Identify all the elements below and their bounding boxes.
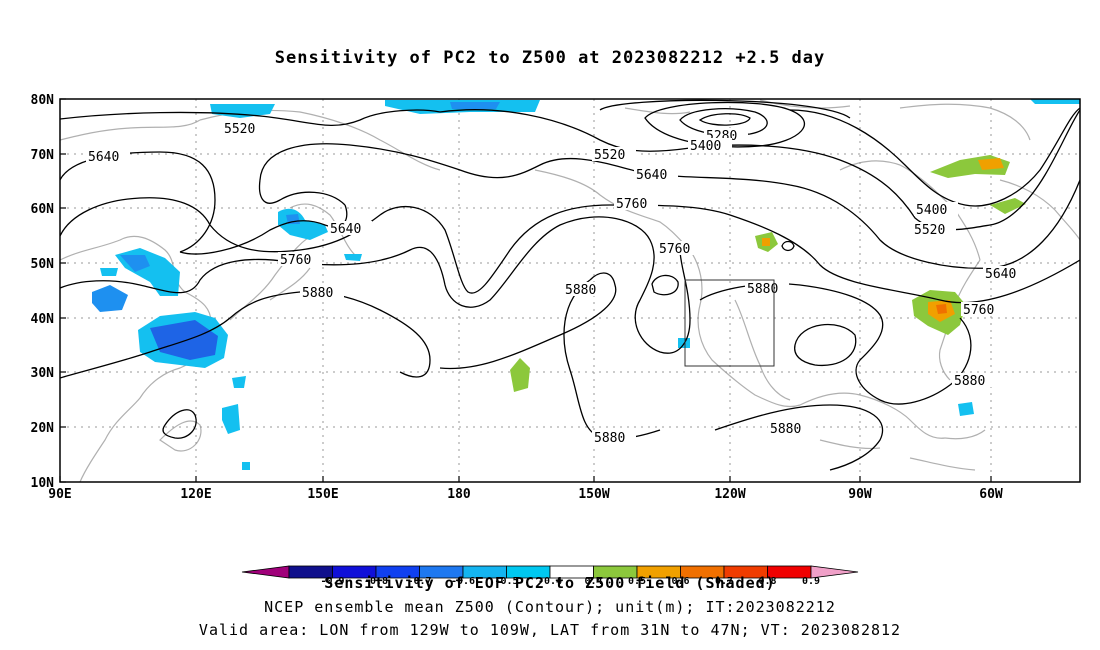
neg-region-kamchatka bbox=[278, 208, 328, 240]
colorbar-tick-label: 0.8 bbox=[758, 576, 776, 587]
latitude-labels: 80N 70N 60N 50N 40N 30N 20N 10N bbox=[31, 93, 55, 491]
contour-5400-east bbox=[789, 107, 1080, 207]
contour-5520-inner bbox=[599, 99, 851, 119]
neg-region-china-1-core bbox=[120, 255, 150, 272]
valid-area-box bbox=[684, 279, 775, 367]
contour-5880-closed bbox=[794, 323, 857, 367]
contour-5520-arctic bbox=[60, 109, 441, 127]
colorbar-tick-label: -0.4 bbox=[538, 576, 562, 587]
lon-label: 90E bbox=[48, 487, 71, 502]
colorbar-tick-label: -0.7 bbox=[407, 576, 431, 587]
colorbar-tick-label: -0.6 bbox=[451, 576, 475, 587]
contour-label-5880-b: 5880 bbox=[565, 283, 596, 298]
colorbar-tick-label: 0.5 bbox=[628, 576, 646, 587]
colorbar-tick-label: -0.5 bbox=[494, 576, 518, 587]
contour-label-5880-d: 5880 bbox=[954, 374, 985, 389]
neg-region-small bbox=[344, 254, 362, 261]
contour-label-5880-f: 5880 bbox=[770, 422, 801, 437]
contour-5760-inner-a bbox=[60, 258, 291, 294]
plot-frame bbox=[59, 98, 1081, 483]
contour-label-5640-a: 5640 bbox=[88, 150, 119, 165]
contour-label-5760-d: 5760 bbox=[963, 303, 994, 318]
lon-label: 150W bbox=[578, 487, 609, 502]
lon-label: 150E bbox=[307, 487, 338, 502]
contour-label-5400-a: 5400 bbox=[690, 139, 721, 154]
contour-5880-pacific bbox=[439, 272, 617, 370]
contour-label-5760-b: 5760 bbox=[616, 197, 647, 212]
footer-line-3: Valid area: LON from 129W to 109W, LAT f… bbox=[198, 621, 902, 639]
neg-region-tiny bbox=[242, 462, 250, 470]
lon-label: 180 bbox=[447, 487, 471, 502]
contour-labels: 5520 5640 5640 5760 5880 5280 5400 5520 … bbox=[86, 121, 1027, 446]
colorbar-labels: -0.9 -0.8 -0.7 -0.6 -0.5 -0.4 0.4 0.5 0.6 0.7 0.8 0… bbox=[320, 576, 820, 587]
contour-label-5880-c: 5880 bbox=[747, 282, 778, 297]
contour-label-5880-e: 5880 bbox=[594, 431, 625, 446]
colorbar-tick-label: 0.4 bbox=[584, 576, 602, 587]
lat-label: 40N bbox=[31, 312, 55, 327]
lon-label: 120E bbox=[180, 487, 211, 502]
contour-5880-tropic bbox=[162, 409, 197, 439]
axis-ticks bbox=[59, 98, 992, 483]
neg-region-arctic-2b bbox=[450, 102, 500, 109]
colorbar-upper-extension bbox=[810, 565, 859, 579]
contour-5760-small bbox=[781, 240, 795, 252]
neg-region-china-3 bbox=[100, 268, 118, 276]
z500-contours bbox=[60, 99, 1080, 471]
neg-region-japan-core bbox=[150, 320, 218, 360]
contour-label-5520-b: 5520 bbox=[594, 148, 625, 163]
contour-label-5640-d: 5640 bbox=[985, 267, 1016, 282]
contour-label-5520-c: 5520 bbox=[914, 223, 945, 238]
contour-5760-closed bbox=[651, 274, 679, 296]
lon-label: 120W bbox=[714, 487, 745, 502]
contour-5280-inner bbox=[698, 113, 751, 126]
longitude-labels: 90E 120E 150E 180 150W 120W 90W 60W bbox=[48, 487, 1003, 502]
lat-label: 70N bbox=[31, 148, 55, 163]
pos-region-east-coast-strong bbox=[936, 304, 947, 314]
colorbar bbox=[241, 565, 859, 579]
neg-region-arctic-3 bbox=[1030, 99, 1080, 104]
pos-region-pacific bbox=[510, 358, 530, 392]
contour-5880-south bbox=[563, 279, 661, 440]
pos-region-labrador-core bbox=[978, 158, 1004, 170]
contour-5760-main bbox=[60, 197, 211, 237]
footer-line-1: Sensitivity of EOF PC2 to Z500 field (Sh… bbox=[324, 574, 776, 592]
contour-5760-inner-b bbox=[289, 216, 691, 354]
lat-label: 10N bbox=[31, 476, 55, 491]
contour-label-5880-a: 5880 bbox=[302, 286, 333, 301]
contour-label-5400-b: 5400 bbox=[916, 203, 947, 218]
lat-label: 80N bbox=[31, 93, 55, 108]
contour-label-5520-a: 5520 bbox=[224, 122, 255, 137]
lat-label: 50N bbox=[31, 257, 55, 272]
contour-5640-kam-close bbox=[258, 179, 346, 206]
positive-shading bbox=[510, 155, 1026, 392]
chart-title: Sensitivity of PC2 to Z500 at 2023082212… bbox=[274, 48, 826, 68]
contour-5880-west bbox=[60, 291, 431, 379]
contour-5520-main bbox=[439, 109, 1080, 231]
lat-label: 60N bbox=[31, 202, 55, 217]
contour-label-5760-c: 5760 bbox=[659, 242, 690, 257]
neg-region-philippine bbox=[222, 404, 240, 434]
neg-region-china-2 bbox=[92, 285, 128, 312]
lon-label: 90W bbox=[848, 487, 872, 502]
colorbar-tick-label: -0.8 bbox=[364, 576, 388, 587]
colorbar-tick-label: -0.9 bbox=[320, 576, 344, 587]
neg-region-arctic-1 bbox=[210, 104, 275, 118]
lon-label: 60W bbox=[979, 487, 1003, 502]
neg-region-small-2 bbox=[232, 376, 246, 388]
colorbar-tick-label: 0.9 bbox=[802, 576, 820, 587]
colorbar-tick-label: 0.7 bbox=[715, 576, 733, 587]
pos-region-bc-core bbox=[762, 238, 770, 246]
pos-region-newfoundland bbox=[990, 198, 1026, 214]
contour-label-5640-b: 5640 bbox=[330, 222, 361, 237]
contour-label-5640-c: 5640 bbox=[636, 168, 667, 183]
colorbar-tick-label: 0.6 bbox=[671, 576, 689, 587]
lat-label: 30N bbox=[31, 366, 55, 381]
lat-label: 20N bbox=[31, 421, 55, 436]
contour-5880-gulf bbox=[714, 404, 884, 471]
contour-5880-na bbox=[699, 283, 972, 405]
contour-label-5760-a: 5760 bbox=[280, 253, 311, 268]
neg-region-caribbean bbox=[958, 402, 974, 416]
footer-line-2: NCEP ensemble mean Z500 (Contour); unit(… bbox=[264, 598, 836, 616]
